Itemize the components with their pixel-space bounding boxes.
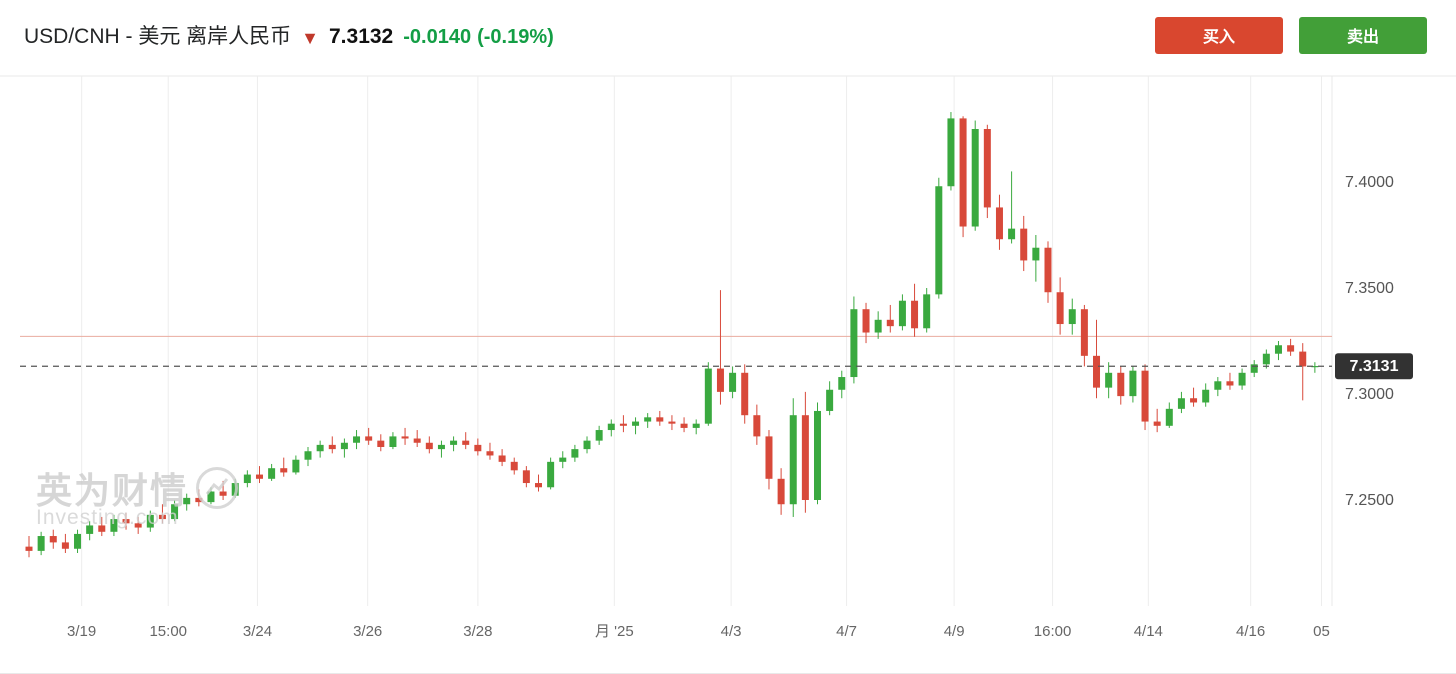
instrument-title-block: USD/CNH - 美元 离岸人民币 ▼ 7.3132 -0.0140 (-0.…: [24, 20, 554, 50]
svg-text:7.2500: 7.2500: [1345, 492, 1394, 509]
change-value: -0.0140: [403, 26, 472, 48]
last-price: 7.3132: [329, 25, 394, 48]
svg-text:4/7: 4/7: [836, 623, 857, 640]
svg-text:3/28: 3/28: [463, 623, 492, 640]
svg-text:16:00: 16:00: [1034, 623, 1072, 640]
svg-text:05: 05: [1313, 623, 1330, 640]
price-change: -0.0140 (-0.19%): [403, 26, 554, 49]
svg-text:3/24: 3/24: [243, 623, 272, 640]
svg-text:月 '25: 月 '25: [595, 623, 634, 640]
sell-button[interactable]: 卖出: [1299, 16, 1427, 54]
trade-actions: 买入 卖出: [1155, 16, 1427, 54]
current-price-label: 7.3131: [1350, 358, 1399, 375]
chart-canvas[interactable]: 3/19 15:00 3/24 3/26 3/28 月 '25 4/3 4/7 4/9 16:00…: [0, 70, 1456, 674]
price-down-arrow-icon: ▼: [301, 28, 319, 48]
buy-button[interactable]: 买入: [1155, 16, 1283, 54]
pair-title: USD/CNH - 美元 离岸人民币: [24, 25, 292, 48]
svg-text:4/14: 4/14: [1134, 623, 1163, 640]
svg-text:3/19: 3/19: [67, 623, 96, 640]
svg-text:7.3500: 7.3500: [1345, 280, 1394, 297]
svg-text:7.4000: 7.4000: [1345, 174, 1394, 191]
current-price-badge: [1335, 353, 1413, 380]
svg-text:4/9: 4/9: [944, 623, 965, 640]
svg-text:3/26: 3/26: [353, 623, 382, 640]
svg-text:7.3000: 7.3000: [1345, 386, 1394, 403]
svg-text:15:00: 15:00: [149, 623, 187, 640]
instrument-header: USD/CNH - 美元 离岸人民币 ▼ 7.3132 -0.0140 (-0.…: [0, 0, 1456, 70]
svg-text:4/16: 4/16: [1236, 623, 1265, 640]
svg-text:4/3: 4/3: [721, 623, 742, 640]
change-percent: (-0.19%): [477, 26, 554, 48]
candlestick-chart[interactable]: 3/19 15:00 3/24 3/26 3/28 月 '25 4/3 4/7 4/9 16:00…: [0, 70, 1456, 674]
